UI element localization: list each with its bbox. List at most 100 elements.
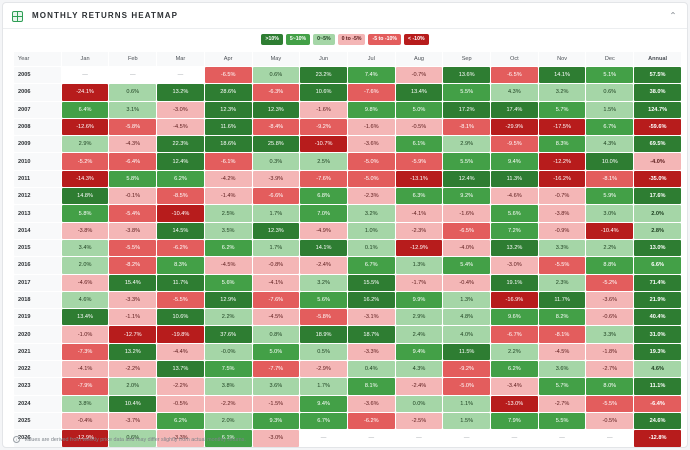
- heatmap-cell[interactable]: 9.4%: [395, 343, 443, 361]
- heatmap-cell[interactable]: -4.9%: [300, 222, 347, 239]
- heatmap-cell[interactable]: -1.5%: [252, 395, 300, 412]
- heatmap-cell[interactable]: —: [347, 430, 395, 447]
- heatmap-cell[interactable]: 3.3%: [538, 239, 586, 257]
- heatmap-cell[interactable]: 1.5%: [443, 412, 491, 430]
- annual-cell[interactable]: 17.6%: [634, 188, 681, 205]
- heatmap-cell[interactable]: -3.1%: [347, 309, 395, 326]
- heatmap-cell[interactable]: 17.2%: [443, 101, 491, 118]
- heatmap-cell[interactable]: -5.9%: [395, 153, 443, 170]
- heatmap-cell[interactable]: -4.5%: [538, 343, 586, 361]
- annual-cell[interactable]: 6.6%: [634, 257, 681, 274]
- heatmap-cell[interactable]: 5.7%: [538, 101, 586, 118]
- heatmap-cell[interactable]: -3.0%: [252, 430, 300, 447]
- heatmap-cell[interactable]: -8.4%: [252, 118, 300, 136]
- heatmap-cell[interactable]: 6.2%: [157, 412, 204, 430]
- heatmap-cell[interactable]: -5.2%: [586, 274, 634, 291]
- heatmap-cell[interactable]: -4.2%: [204, 170, 252, 188]
- heatmap-cell[interactable]: 2.9%: [443, 136, 491, 153]
- heatmap-cell[interactable]: -29.9%: [491, 118, 538, 136]
- heatmap-cell[interactable]: 6.2%: [204, 239, 252, 257]
- heatmap-cell[interactable]: -17.5%: [538, 118, 586, 136]
- heatmap-cell[interactable]: 3.0%: [586, 205, 634, 222]
- heatmap-cell[interactable]: 0.6%: [252, 67, 300, 84]
- heatmap-cell[interactable]: 17.4%: [491, 101, 538, 118]
- heatmap-cell[interactable]: -3.6%: [347, 136, 395, 153]
- heatmap-cell[interactable]: 5.5%: [443, 153, 491, 170]
- heatmap-cell[interactable]: 14.1%: [300, 239, 347, 257]
- heatmap-cell[interactable]: -3.3%: [109, 291, 157, 309]
- annual-cell[interactable]: 38.0%: [634, 84, 681, 101]
- heatmap-cell[interactable]: 1.0%: [347, 222, 395, 239]
- heatmap-cell[interactable]: -5.5%: [109, 239, 157, 257]
- heatmap-cell[interactable]: 13.2%: [157, 84, 204, 101]
- heatmap-cell[interactable]: 4.0%: [443, 326, 491, 343]
- heatmap-cell[interactable]: -8.2%: [109, 257, 157, 274]
- heatmap-cell[interactable]: -0.0%: [204, 343, 252, 361]
- annual-cell[interactable]: 21.9%: [634, 291, 681, 309]
- heatmap-cell[interactable]: 12.3%: [252, 101, 300, 118]
- annual-cell[interactable]: 11.1%: [634, 378, 681, 395]
- annual-cell[interactable]: 4.6%: [634, 361, 681, 378]
- heatmap-cell[interactable]: -6.5%: [491, 67, 538, 84]
- heatmap-cell[interactable]: -13.1%: [395, 170, 443, 188]
- heatmap-cell[interactable]: 10.4%: [109, 395, 157, 412]
- heatmap-cell[interactable]: 1.7%: [252, 205, 300, 222]
- heatmap-cell[interactable]: -5.5%: [586, 395, 634, 412]
- heatmap-cell[interactable]: 0.4%: [347, 361, 395, 378]
- heatmap-cell[interactable]: -4.5%: [252, 309, 300, 326]
- heatmap-cell[interactable]: 5.9%: [586, 188, 634, 205]
- annual-cell[interactable]: 31.0%: [634, 326, 681, 343]
- heatmap-cell[interactable]: 3.2%: [347, 205, 395, 222]
- heatmap-cell[interactable]: 9.3%: [252, 412, 300, 430]
- heatmap-cell[interactable]: -5.2%: [61, 153, 109, 170]
- heatmap-cell[interactable]: -5.8%: [300, 309, 347, 326]
- heatmap-cell[interactable]: 7.4%: [347, 67, 395, 84]
- heatmap-cell[interactable]: 5.4%: [443, 257, 491, 274]
- heatmap-cell[interactable]: -2.4%: [395, 378, 443, 395]
- heatmap-cell[interactable]: 9.9%: [395, 291, 443, 309]
- heatmap-cell[interactable]: -12.9%: [395, 239, 443, 257]
- heatmap-cell[interactable]: 4.3%: [491, 84, 538, 101]
- heatmap-cell[interactable]: -3.3%: [347, 343, 395, 361]
- heatmap-cell[interactable]: 1.5%: [586, 101, 634, 118]
- heatmap-cell[interactable]: -6.5%: [443, 222, 491, 239]
- heatmap-cell[interactable]: 3.6%: [252, 378, 300, 395]
- annual-cell[interactable]: -59.6%: [634, 118, 681, 136]
- heatmap-cell[interactable]: 2.3%: [538, 274, 586, 291]
- heatmap-cell[interactable]: -5.0%: [347, 170, 395, 188]
- heatmap-cell[interactable]: 3.8%: [204, 378, 252, 395]
- heatmap-cell[interactable]: -4.0%: [443, 239, 491, 257]
- heatmap-cell[interactable]: -14.3%: [61, 170, 109, 188]
- heatmap-cell[interactable]: 1.7%: [300, 378, 347, 395]
- heatmap-cell[interactable]: 5.6%: [204, 274, 252, 291]
- heatmap-cell[interactable]: 8.3%: [538, 136, 586, 153]
- heatmap-cell[interactable]: 0.1%: [347, 239, 395, 257]
- heatmap-cell[interactable]: -12.7%: [109, 326, 157, 343]
- annual-cell[interactable]: 13.0%: [634, 239, 681, 257]
- heatmap-cell[interactable]: 0.3%: [252, 153, 300, 170]
- heatmap-cell[interactable]: -1.0%: [61, 326, 109, 343]
- heatmap-cell[interactable]: 0.5%: [300, 343, 347, 361]
- heatmap-cell[interactable]: -12.2%: [538, 153, 586, 170]
- heatmap-cell[interactable]: 23.2%: [300, 67, 347, 84]
- heatmap-cell[interactable]: 8.1%: [347, 378, 395, 395]
- heatmap-cell[interactable]: -7.3%: [61, 343, 109, 361]
- annual-cell[interactable]: 71.4%: [634, 274, 681, 291]
- heatmap-cell[interactable]: 9.2%: [443, 188, 491, 205]
- heatmap-cell[interactable]: 5.7%: [538, 378, 586, 395]
- heatmap-cell[interactable]: 12.3%: [204, 101, 252, 118]
- heatmap-cell[interactable]: -0.7%: [538, 188, 586, 205]
- heatmap-cell[interactable]: 15.4%: [109, 274, 157, 291]
- heatmap-cell[interactable]: 9.4%: [300, 395, 347, 412]
- heatmap-cell[interactable]: 13.4%: [61, 309, 109, 326]
- heatmap-cell[interactable]: 1.7%: [252, 239, 300, 257]
- heatmap-cell[interactable]: —: [538, 430, 586, 447]
- heatmap-cell[interactable]: 5.5%: [443, 84, 491, 101]
- heatmap-cell[interactable]: 5.8%: [109, 170, 157, 188]
- heatmap-cell[interactable]: 8.2%: [538, 309, 586, 326]
- heatmap-cell[interactable]: 9.4%: [491, 153, 538, 170]
- heatmap-cell[interactable]: -3.6%: [347, 395, 395, 412]
- heatmap-cell[interactable]: -10.4%: [586, 222, 634, 239]
- heatmap-cell[interactable]: -8.5%: [157, 188, 204, 205]
- heatmap-cell[interactable]: —: [443, 430, 491, 447]
